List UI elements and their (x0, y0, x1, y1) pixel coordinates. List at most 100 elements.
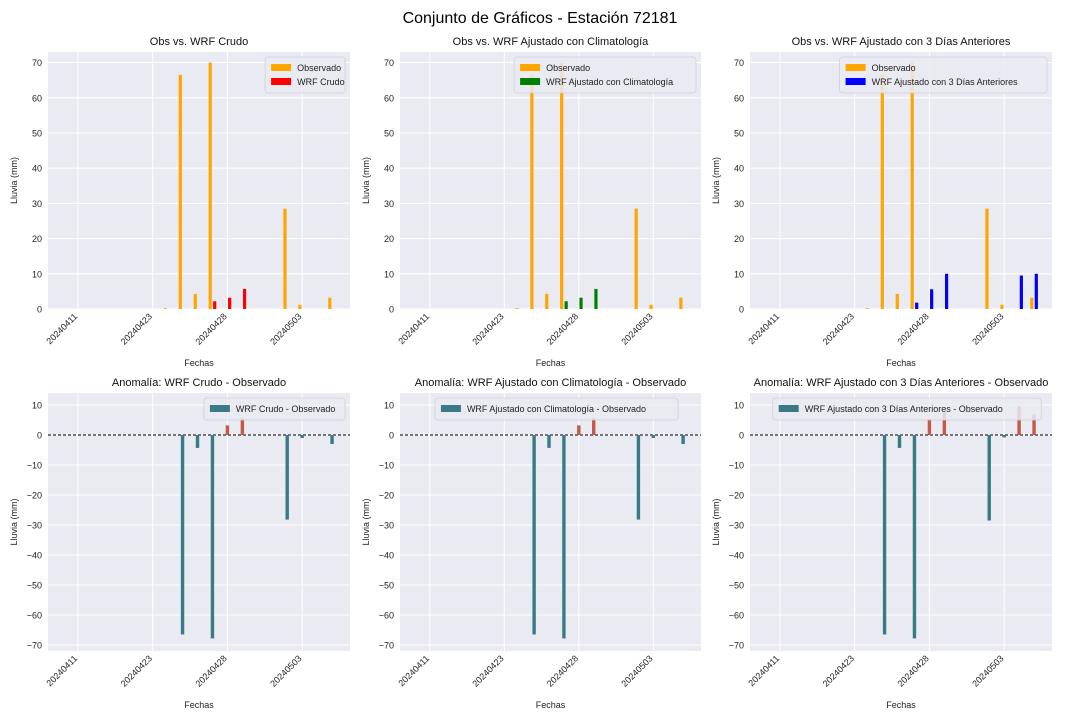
bar (1034, 273, 1038, 309)
x-tick-label: 20240411 (44, 653, 79, 688)
y-axis-label: Lluvia (mm) (361, 498, 371, 545)
x-tick-label: 20240411 (44, 311, 79, 346)
y-tick-label: −40 (379, 551, 394, 561)
bar (1017, 406, 1021, 435)
y-tick-label: −70 (379, 641, 394, 651)
legend-swatch (271, 64, 292, 71)
x-tick-label: 20240428 (193, 311, 228, 346)
y-tick-label: −30 (729, 521, 744, 531)
legend-box (203, 397, 346, 421)
bar (242, 288, 247, 309)
x-tick-label: 20240503 (619, 653, 654, 688)
y-tick-label: −60 (27, 611, 42, 621)
plot-area (400, 52, 701, 309)
y-tick-label: 30 (734, 199, 744, 209)
legend-swatch (778, 405, 799, 412)
chart-title: Obs vs. WRF Ajustado con Climatología (453, 36, 650, 48)
y-tick-label: 30 (384, 199, 394, 209)
bar (1000, 304, 1004, 309)
bar (987, 435, 991, 521)
bar (1019, 275, 1023, 309)
chart-title: Anomalía: WRF Ajustado con 3 Días Anteri… (754, 377, 1049, 389)
y-tick-label: 50 (32, 128, 42, 138)
bar (330, 435, 334, 444)
legend: Observado WRF Ajustado con 3 Días Anterio… (839, 56, 1048, 94)
bar (530, 74, 534, 309)
legend-label: WRF Ajustado con Climatología - Observad… (467, 404, 646, 414)
chart-title: Anomalía: WRF Crudo - Observado (112, 377, 286, 389)
legend-label: WRF Ajustado con Climatología (546, 77, 673, 87)
plot-area (750, 393, 1052, 651)
plot-area (48, 52, 350, 309)
y-tick-label: −10 (379, 461, 394, 471)
x-tick-label: 20240428 (193, 653, 228, 688)
bar (882, 435, 887, 635)
bar (681, 435, 685, 444)
y-tick-label: 60 (32, 93, 42, 103)
legend: WRF Ajustado con Climatología - Observad… (434, 397, 679, 421)
y-tick-label: 70 (32, 58, 42, 68)
x-tick-label: 20240503 (268, 653, 303, 688)
y-tick-label: 10 (32, 401, 42, 411)
y-tick-label: −10 (729, 461, 744, 471)
y-tick-label: 40 (734, 164, 744, 174)
y-tick-label: −40 (27, 551, 42, 561)
x-tick-label: 20240503 (970, 653, 1005, 688)
bar (592, 417, 596, 435)
bar (283, 208, 287, 309)
bar (560, 62, 564, 309)
bar (942, 412, 947, 435)
y-tick-label: 20 (32, 234, 42, 244)
y-tick-label: 70 (734, 58, 744, 68)
bar (636, 435, 641, 520)
bar (208, 62, 212, 309)
y-tick-label: −10 (27, 461, 42, 471)
x-tick-label: 20240503 (619, 311, 654, 346)
y-tick-label: 40 (384, 164, 394, 174)
bar (180, 435, 185, 635)
y-tick-label: −30 (379, 521, 394, 531)
legend-label: WRF Ajustado con 3 Días Anteriores (872, 77, 1019, 87)
bar (178, 74, 182, 309)
bar (1032, 414, 1036, 435)
legend-swatch (520, 78, 541, 85)
legend: Observado WRF Ajustado con Climatología (513, 56, 697, 94)
legend-label: WRF Ajustado con 3 Días Anteriores - Obs… (805, 404, 1003, 414)
x-axis-label: Fechas (184, 358, 214, 368)
y-tick-label: −50 (27, 581, 42, 591)
y-tick-label: −50 (379, 581, 394, 591)
bar (579, 297, 583, 309)
x-tick-label: 20240423 (470, 653, 505, 688)
y-tick-label: 10 (734, 401, 744, 411)
bar (927, 418, 932, 435)
x-tick-label: 20240423 (470, 311, 505, 346)
legend-box (434, 397, 679, 421)
x-tick-label: 20240428 (895, 653, 930, 688)
legend-swatch (845, 64, 866, 71)
x-axis-label: Fechas (886, 358, 916, 368)
y-tick-label: 60 (384, 93, 394, 103)
y-tick-label: 0 (739, 305, 744, 315)
x-tick-label: 20240411 (746, 311, 781, 346)
legend-box (513, 56, 697, 94)
legend-label: Observado (297, 63, 341, 73)
bar (897, 435, 902, 448)
bar (651, 435, 656, 438)
legend-swatch (845, 78, 866, 85)
y-tick-label: 50 (384, 128, 394, 138)
plot-area (400, 393, 701, 651)
bar (532, 435, 536, 635)
bar (915, 302, 919, 309)
y-tick-label: −30 (27, 521, 42, 531)
bar (240, 417, 245, 435)
x-tick-label: 20240428 (545, 311, 580, 346)
legend: WRF Crudo - Observado (203, 397, 346, 421)
bar (679, 297, 683, 309)
legend-swatch (271, 78, 292, 85)
chart-title: Anomalía: WRF Ajustado con Climatología … (415, 377, 686, 389)
y-axis-label: Lluvia (mm) (361, 157, 371, 204)
bar (895, 293, 899, 309)
chart-panel-5: −70 −60 −50 −40 −30 −20 −10 0 10 20240411 20240423… (361, 377, 701, 710)
x-tick-label: 20240423 (119, 653, 154, 688)
